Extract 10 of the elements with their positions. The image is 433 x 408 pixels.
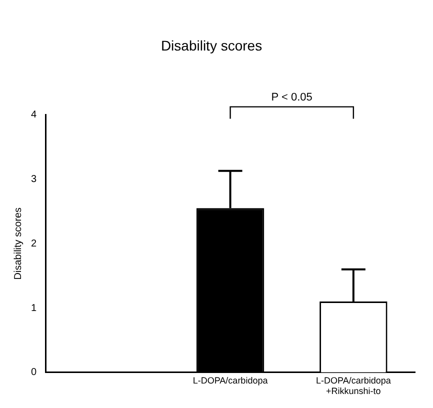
y-tick-label: 0 bbox=[31, 367, 37, 378]
y-tick-label: 2 bbox=[31, 238, 37, 250]
text: P < 0.05 bbox=[271, 91, 312, 104]
x-tick-label: L-DOPA/carbidopa +Rikkunshi-to bbox=[316, 375, 391, 396]
y-axis-title: Disability scores bbox=[12, 207, 24, 280]
y-tick-label: 4 bbox=[31, 110, 37, 121]
y-tick-label: 1 bbox=[31, 302, 37, 314]
x-tick-label: L-DOPA/carbidopa bbox=[192, 375, 268, 386]
y-tick-label: 3 bbox=[31, 174, 37, 185]
chart-title: Disability scores bbox=[160, 37, 262, 54]
